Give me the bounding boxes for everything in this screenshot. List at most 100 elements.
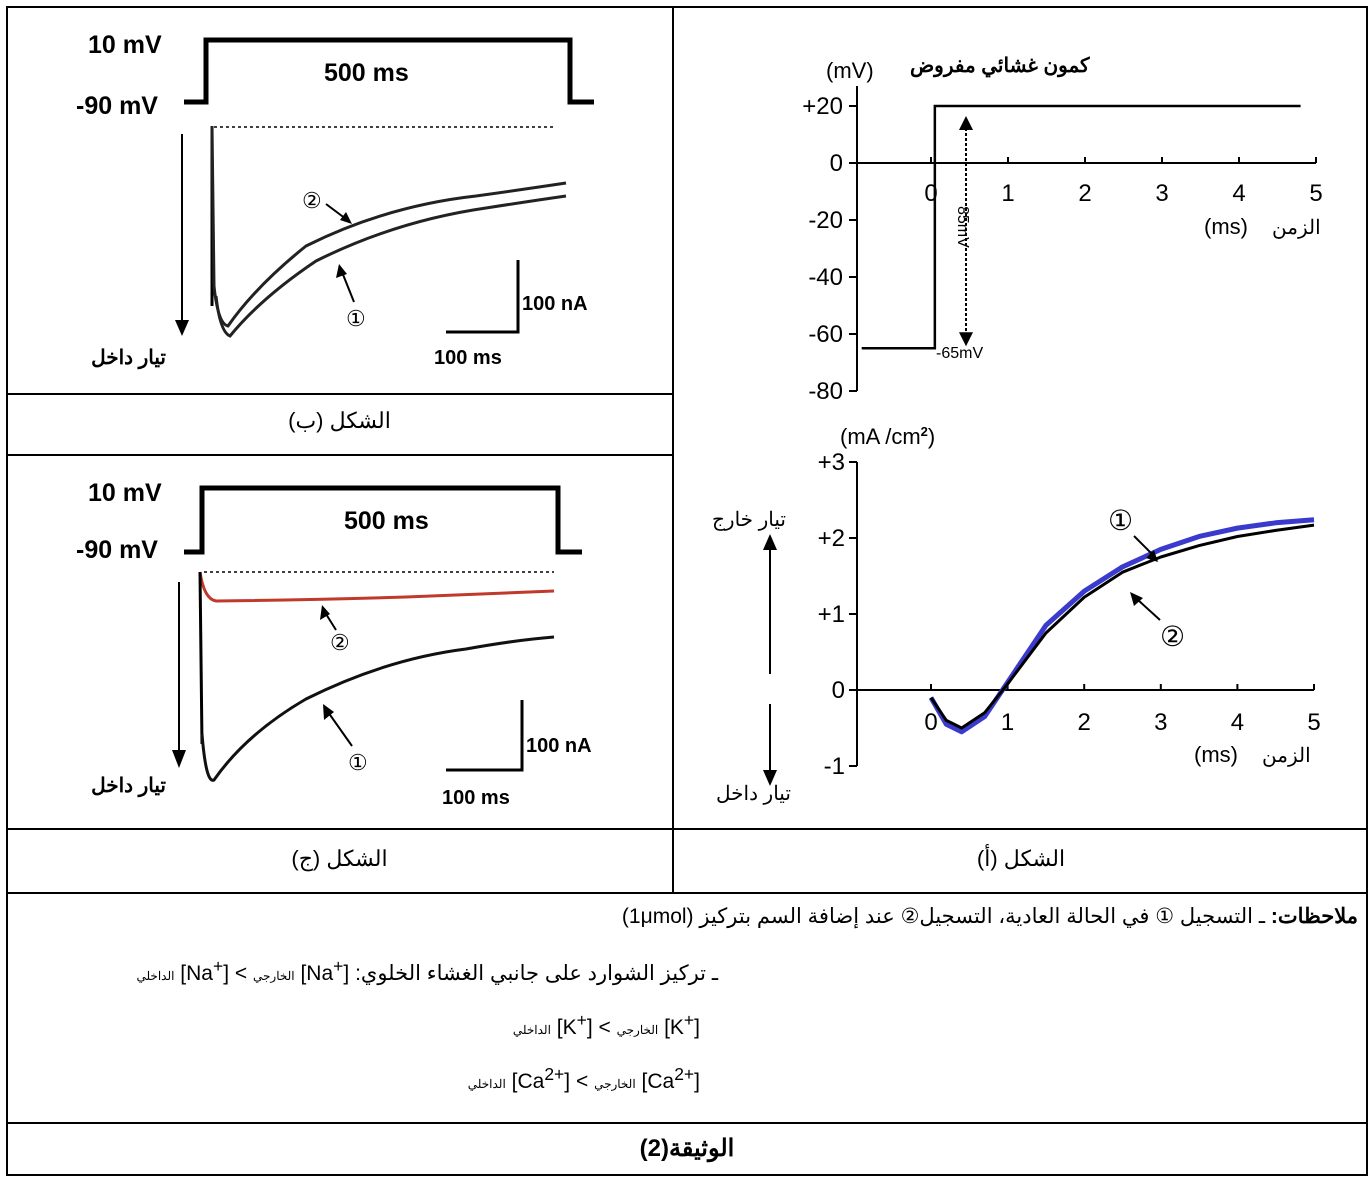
v-low-label-b: -90 mV <box>76 92 158 120</box>
current-x-tick-label: 2 <box>1078 709 1091 736</box>
scale-current-b: 100 nA <box>522 293 588 315</box>
notes-line-4: الداخلي [Ca2+] < الخارجي [Ca2+] <box>12 1064 1358 1094</box>
inward-label-c: تيار داخل <box>91 775 166 798</box>
step-measure-head-bottom <box>959 332 973 347</box>
document-title: الوثيقة(2) <box>639 1135 735 1162</box>
duration-label-b: 500 ms <box>324 59 409 87</box>
current-x-unit: (ms) <box>1194 742 1238 767</box>
outward-arrow-head <box>763 534 777 550</box>
voltage-x-tick-label: 3 <box>1155 180 1168 207</box>
inward-label-a: تيار داخل <box>716 783 791 805</box>
document-frame <box>6 6 1368 1176</box>
voltage-y-tick-label: -20 <box>808 207 843 234</box>
scale-current-c: 100 nA <box>526 735 592 757</box>
v-high-label-c: 10 mV <box>88 479 162 507</box>
pointer-2-a <box>1137 599 1161 621</box>
voltage-step-c <box>184 485 582 555</box>
notes-recording-text: ـ التسجيل ① في الحالة العادية، التسجيل② … <box>621 905 1265 928</box>
voltage-step-a <box>861 104 1301 350</box>
current-y-tick-label: +1 <box>818 601 845 628</box>
pointer-1-head-b <box>336 264 347 278</box>
duration-label-c: 500 ms <box>344 507 429 535</box>
ca-expression: الداخلي [Ca2+] < الخارجي [Ca2+] <box>467 1064 700 1093</box>
scale-bar-b <box>446 260 520 334</box>
voltage-step-b <box>184 37 594 105</box>
notes-line-1: ملاحظات: ـ التسجيل ① في الحالة العادية، … <box>12 904 1358 929</box>
current-x-tick-label: 0 <box>924 709 937 736</box>
scale-time-b: 100 ms <box>434 347 502 369</box>
current-x-tick-label: 1 <box>1001 709 1014 736</box>
step-measure-head-top <box>959 116 973 130</box>
voltage-x-unit: (ms) <box>1204 214 1248 239</box>
pointer-2-head-a <box>1130 592 1143 606</box>
label-1-b: ① <box>346 306 366 331</box>
pointer-2-head-b <box>340 212 352 224</box>
row-divider-captions <box>6 828 1368 830</box>
voltage-y-tick-label: -80 <box>808 378 843 405</box>
inward-arrow-head-c <box>172 750 186 768</box>
pointer-2-head-c <box>320 605 330 620</box>
pointer-2-c <box>325 613 337 631</box>
column-divider <box>672 6 674 892</box>
current-x-tick-label: 4 <box>1231 709 1244 736</box>
pointer-1-c <box>327 711 353 747</box>
v-high-label-b: 10 mV <box>88 31 162 59</box>
current-x-tick-label: 5 <box>1307 709 1320 736</box>
current-y-tick-label: -1 <box>824 753 845 780</box>
caption-a: الشكل (أ) <box>976 846 1066 871</box>
current-curve-1 <box>928 517 1315 735</box>
voltage-x-tick-label: 1 <box>1001 180 1014 207</box>
figure-b-graphic: 10 mV -90 mV 500 ms تيار داخل ② ① 100 nA… <box>76 31 594 370</box>
voltage-x-tick-label: 2 <box>1078 180 1091 207</box>
trace-1-b <box>214 194 567 338</box>
current-y-unit: (mA /cm2) <box>840 424 935 449</box>
scale-bar-c <box>446 700 524 772</box>
pointer-1-head-c <box>323 704 334 720</box>
label-2-b: ② <box>302 188 322 213</box>
k-expression: الداخلي [K+] < الخارجي [K+] <box>512 1010 700 1039</box>
notes-line-2: ـ تركيز الشوارد على جانبي الغشاء الخلوي:… <box>12 956 1358 986</box>
current-axes: +3 +2 +1 0 -1 0 1 2 3 4 5 <box>818 449 1321 780</box>
current-y-tick-label: +2 <box>818 525 845 552</box>
v-low-label-c: -90 mV <box>76 536 158 564</box>
trace-2-c <box>198 571 555 603</box>
voltage-x-label: الزمن <box>1272 217 1321 239</box>
row-divider-title <box>6 1122 1368 1124</box>
caption-b: الشكل (ب) <box>288 408 391 433</box>
figure-a-graphic: (mV) كمون غشائي مفروض +200-20-40-60-800 1… <box>712 55 1323 805</box>
voltage-y-tick-label: +20 <box>802 93 843 120</box>
current-x-label: الزمن <box>1262 745 1311 767</box>
trace-2-b <box>210 125 567 328</box>
current-y-tick-label: 0 <box>832 677 845 704</box>
pointer-1-b <box>341 271 355 303</box>
label-1-c: ① <box>348 750 368 775</box>
voltage-y-label: كمون غشائي مفروض <box>910 55 1090 78</box>
notes-title: ملاحظات: <box>1270 905 1358 928</box>
voltage-y-unit: (mV) <box>826 58 874 83</box>
current-curve-2 <box>929 523 1315 730</box>
notes-line-3: الداخلي [K+] < الخارجي [K+] <box>12 1010 1358 1040</box>
na-expression: الداخلي [Na+] < الخارجي [Na+] <box>136 956 350 985</box>
pointer-1-a <box>1133 535 1153 555</box>
current-y-tick-label: +3 <box>818 449 845 476</box>
row-divider-notes <box>6 892 1368 894</box>
figure-c-graphic: 10 mV -90 mV 500 ms تيار داخل ② ① 100 nA… <box>76 479 592 809</box>
label-2-c: ② <box>330 630 350 655</box>
ion-intro: ـ تركيز الشوارد على جانبي الغشاء الخلوي: <box>355 962 718 985</box>
caption-c: الشكل (ج) <box>291 846 388 871</box>
voltage-y-tick-label: 0 <box>830 150 843 177</box>
voltage-x-tick-label: 4 <box>1232 180 1245 207</box>
inward-arrow-head-b <box>175 320 189 336</box>
rest-annotation: -65mV <box>936 345 983 362</box>
current-x-tick-label: 3 <box>1154 709 1167 736</box>
scale-time-c: 100 ms <box>442 787 510 809</box>
row-divider-b-caption <box>6 393 673 395</box>
row-divider-c-top <box>6 454 673 456</box>
voltage-y-tick-label: -40 <box>808 264 843 291</box>
label-2-a: ② <box>1160 621 1185 652</box>
pointer-1-head-a <box>1146 550 1158 562</box>
onset-line-c <box>198 571 204 745</box>
step-annotation: 85mV <box>954 206 971 248</box>
label-1-a: ① <box>1108 505 1133 536</box>
voltage-y-tick-label: -60 <box>808 321 843 348</box>
